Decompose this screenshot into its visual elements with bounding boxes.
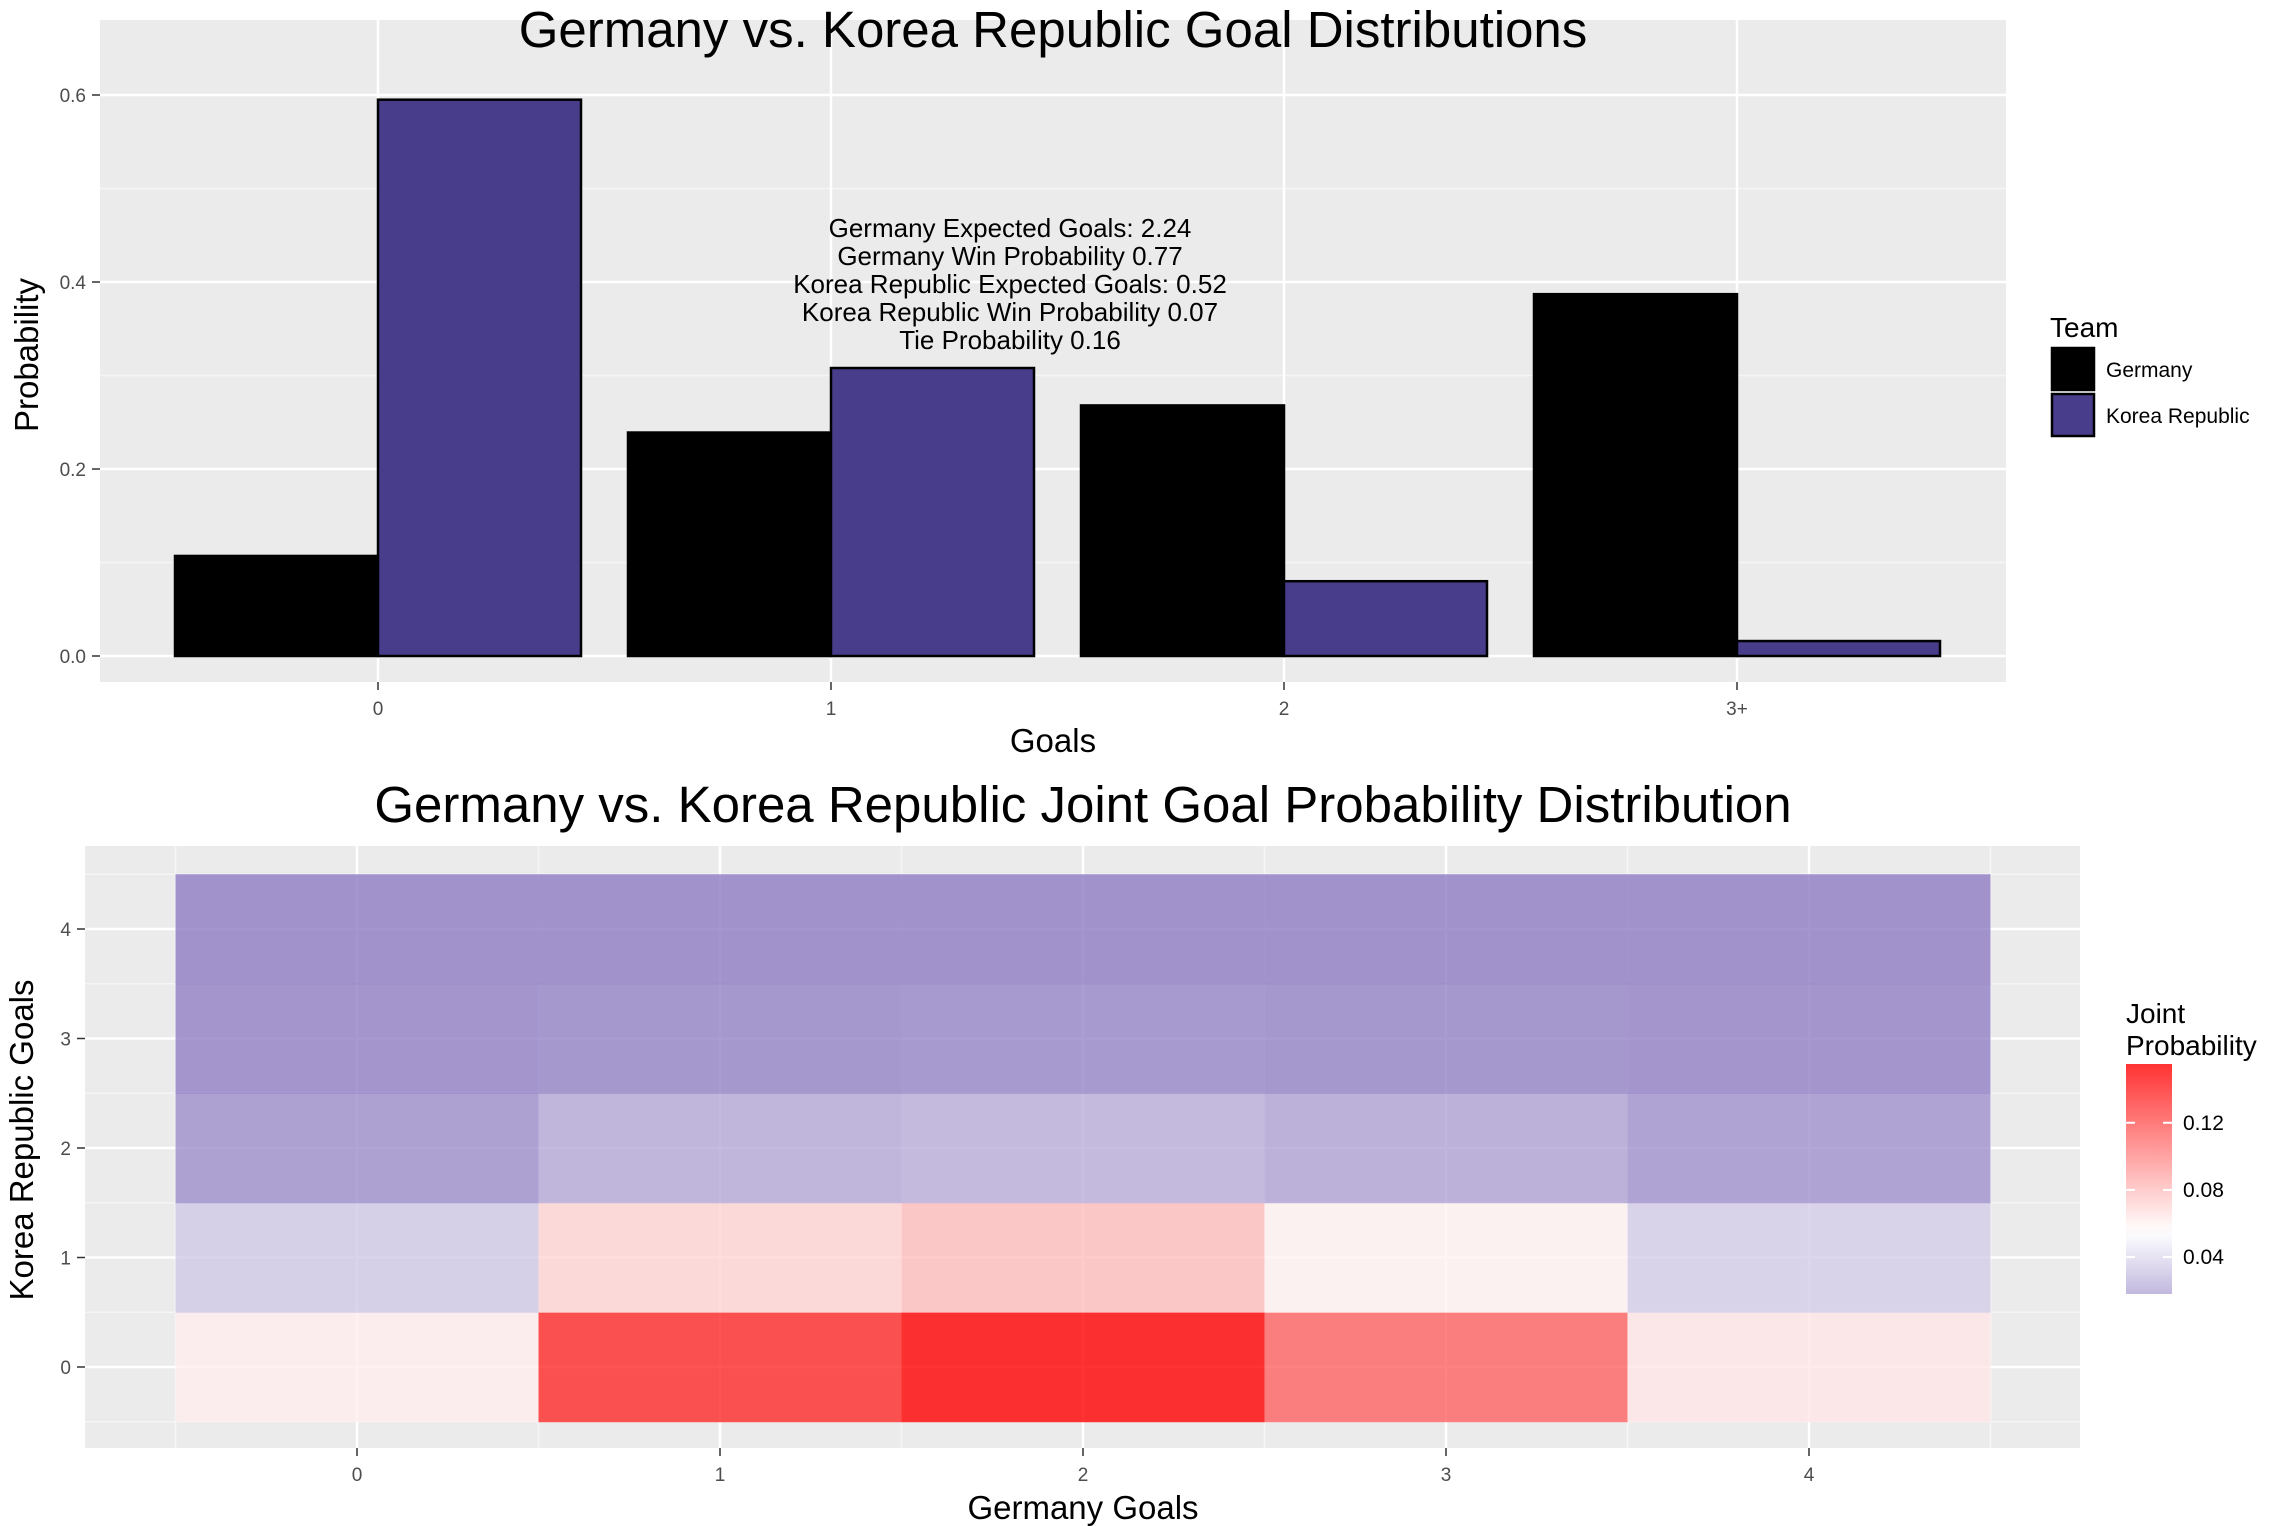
heatmap-cell-x4-y0 bbox=[1627, 1312, 1991, 1423]
y-tick-label: 0.2 bbox=[60, 460, 86, 481]
bar-korea-republic-1 bbox=[829, 366, 1036, 658]
heatmap-cell-x0-y4 bbox=[175, 874, 539, 985]
heatmap-cell-x4-y1 bbox=[1627, 1202, 1991, 1313]
heatmap-cell-x2-y1 bbox=[901, 1202, 1265, 1313]
legend-title: Team bbox=[2050, 312, 2118, 343]
legend-label: Germany bbox=[2106, 359, 2193, 382]
x-tick-label: 1 bbox=[715, 1465, 726, 1486]
y-tick-label: 4 bbox=[60, 920, 71, 941]
x-tick-label: 3 bbox=[1441, 1465, 1452, 1486]
annotation-line: Korea Republic Win Probability 0.07 bbox=[802, 297, 1218, 327]
bar-korea-republic-3plus bbox=[1735, 639, 1942, 658]
bar-germany-1 bbox=[626, 431, 833, 658]
heatmap-cell-x3-y4 bbox=[1264, 874, 1628, 985]
annotation-line: Korea Republic Expected Goals: 0.52 bbox=[793, 269, 1227, 299]
annotation-line: Tie Probability 0.16 bbox=[899, 325, 1121, 355]
bar-germany-2 bbox=[1079, 404, 1286, 658]
heatmap-cell-x2-y0 bbox=[901, 1312, 1265, 1423]
bar-germany-3plus bbox=[1532, 292, 1739, 658]
x-tick-label: 2 bbox=[1078, 1465, 1089, 1486]
y-tick-label: 0.4 bbox=[60, 273, 87, 294]
heatmap-cell-x2-y4 bbox=[901, 874, 1265, 985]
bar-chart: 0.0 0.2 0.4 0.6 0 1 2 3+ Germany Expected Goals:… bbox=[8, 1, 2250, 759]
heatmap-cell-x1-y3 bbox=[538, 983, 902, 1094]
heatmap-cell-x4-y3 bbox=[1627, 983, 1991, 1094]
heatmap-cell-x4-y2 bbox=[1627, 1093, 1991, 1204]
heatmap-cell-x3-y0 bbox=[1264, 1312, 1628, 1423]
heatmap-cell-x1-y4 bbox=[538, 874, 902, 985]
x-tick-label: 1 bbox=[826, 699, 837, 720]
annotation-line: Germany Win Probability 0.77 bbox=[837, 241, 1182, 271]
x-tick-label: 3+ bbox=[1726, 699, 1748, 720]
legend: Team Germany Korea Republic bbox=[2050, 312, 2250, 438]
bar-germany-0 bbox=[173, 554, 380, 658]
x-tick-label: 2 bbox=[1279, 699, 1290, 720]
y-tick-label: 0 bbox=[60, 1358, 71, 1379]
heatmap-cell-x0-y3 bbox=[175, 983, 539, 1094]
heatmap-cell-x3-y2 bbox=[1264, 1093, 1628, 1204]
heatmap-chart: 0 1 2 3 4 0 1 2 3 4 Germany vs. Korea Republic Joi… bbox=[3, 776, 2257, 1526]
heatmap-cell-x0-y2 bbox=[175, 1093, 539, 1204]
heatmap-cell-x2-y2 bbox=[901, 1093, 1265, 1204]
legend-swatch bbox=[2050, 392, 2096, 438]
legend-title: Joint Probability bbox=[2126, 998, 2257, 1061]
heatmap-cell-x2-y3 bbox=[901, 983, 1265, 1094]
x-tick-label: 0 bbox=[352, 1465, 363, 1486]
colorbar-label: 0.08 bbox=[2183, 1179, 2224, 1202]
heatmap-cell-x0-y0 bbox=[175, 1312, 539, 1423]
heatmap-cell-x3-y3 bbox=[1264, 983, 1628, 1094]
colorbar-label: 0.12 bbox=[2183, 1112, 2224, 1135]
y-tick-label: 3 bbox=[60, 1030, 71, 1051]
colorbar-label: 0.04 bbox=[2183, 1246, 2224, 1269]
chart-title: Germany vs. Korea Republic Joint Goal Pr… bbox=[374, 776, 1791, 833]
y-tick-label: 0.6 bbox=[60, 86, 86, 107]
bar-korea-republic-0 bbox=[376, 98, 583, 658]
x-axis-title: Goals bbox=[1010, 722, 1096, 759]
x-axis-title: Germany Goals bbox=[967, 1489, 1198, 1526]
heatmap-cell-x4-y4 bbox=[1627, 874, 1991, 985]
y-axis-title: Probability bbox=[8, 277, 45, 432]
legend-swatch bbox=[2050, 346, 2096, 392]
heatmap-cell-x3-y1 bbox=[1264, 1202, 1628, 1313]
colorbar bbox=[2126, 1064, 2172, 1294]
x-tick-label: 0 bbox=[373, 699, 384, 720]
x-tick-label: 4 bbox=[1804, 1465, 1815, 1486]
colorbar-legend: Joint Probability 0.04 0.08 0.12 bbox=[2126, 998, 2257, 1294]
legend-label: Korea Republic bbox=[2106, 405, 2250, 428]
bar-korea-republic-2 bbox=[1282, 579, 1489, 658]
annotation-line: Germany Expected Goals: 2.24 bbox=[829, 213, 1192, 243]
y-tick-label: 2 bbox=[60, 1139, 71, 1160]
y-axis-title: Korea Republic Goals bbox=[3, 979, 40, 1300]
heatmap-cell-x1-y0 bbox=[538, 1312, 902, 1423]
heatmap-cell-x0-y1 bbox=[175, 1202, 539, 1313]
heatmap-cell-x1-y2 bbox=[538, 1093, 902, 1204]
heatmap-cell-x1-y1 bbox=[538, 1202, 902, 1313]
chart-title: Germany vs. Korea Republic Goal Distribu… bbox=[519, 1, 1588, 58]
y-tick-label: 0.0 bbox=[60, 647, 86, 668]
y-tick-label: 1 bbox=[60, 1249, 71, 1270]
